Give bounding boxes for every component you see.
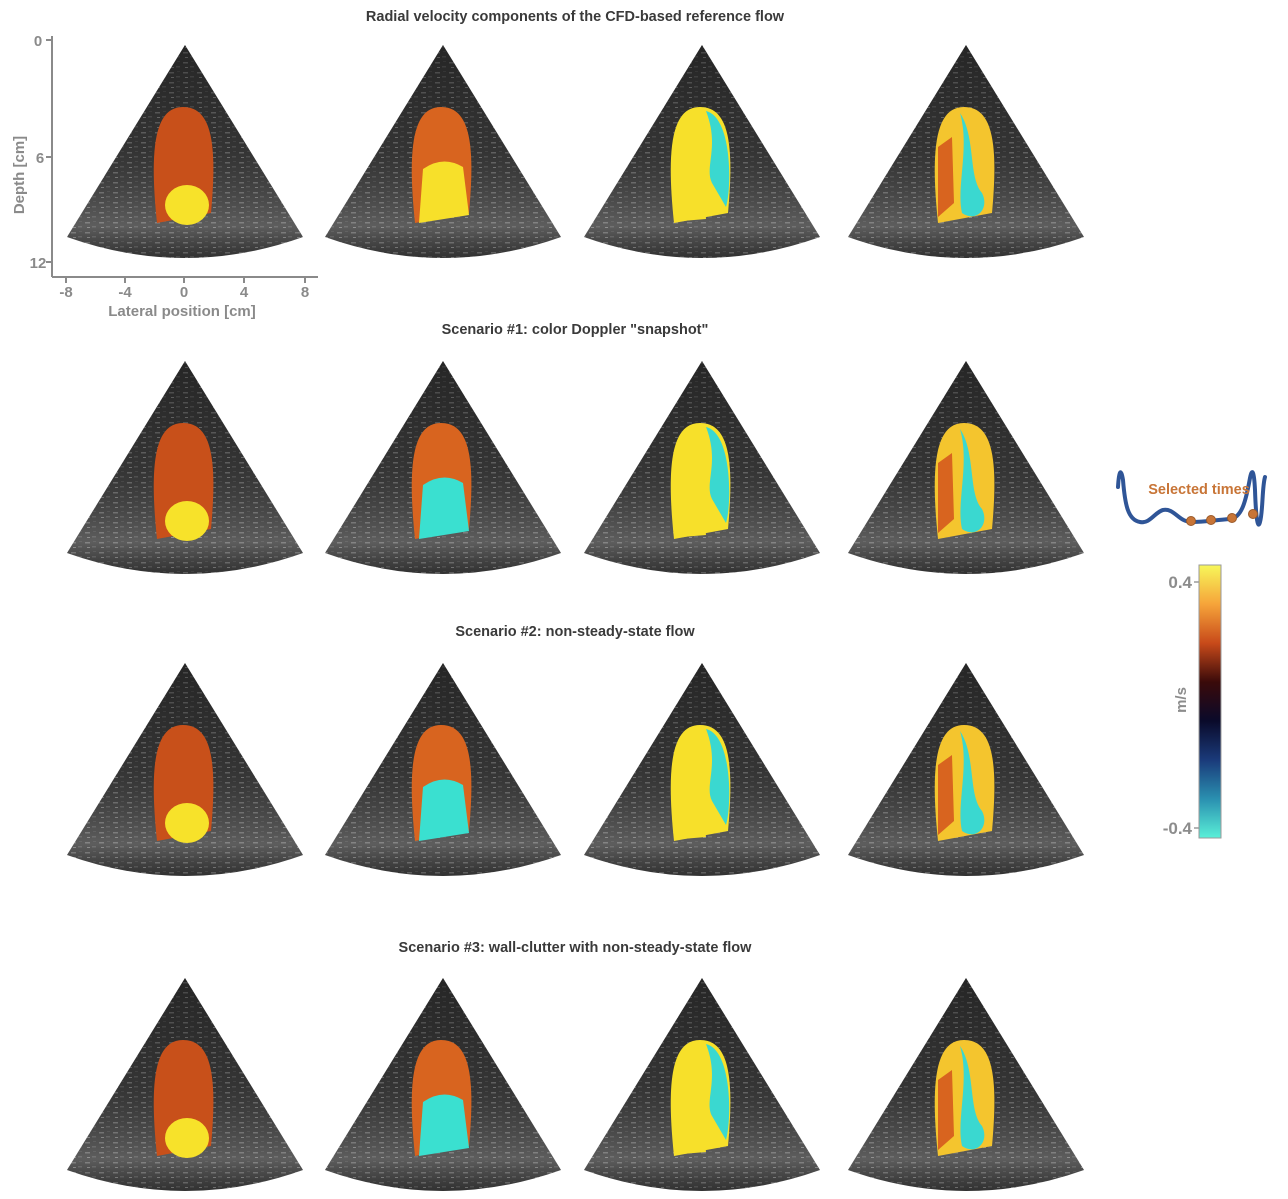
ultrasound-panel — [325, 663, 561, 876]
xtick-label: 0 — [180, 284, 188, 301]
ultrasound-panel — [848, 45, 1084, 258]
ultrasound-panel — [848, 978, 1084, 1191]
row-title-scenario-2: Scenario #2: non-steady-state flow — [455, 624, 695, 640]
xtick-label: -4 — [118, 284, 132, 301]
panel-grid — [67, 45, 1084, 1191]
flow-jet — [676, 745, 706, 839]
ultrasound-panel — [848, 361, 1084, 574]
flow-jet — [960, 429, 985, 533]
colorbar-min-label: -0.4 — [1163, 819, 1193, 838]
xtick-label: 4 — [240, 284, 249, 301]
ultrasound-panel — [67, 361, 303, 574]
flow-jet — [706, 111, 730, 207]
ultrasound-panel — [325, 45, 561, 258]
flow-jet — [165, 1118, 209, 1158]
ytick-label: 6 — [36, 150, 44, 167]
flow-jet — [429, 1110, 449, 1150]
flow-jet — [938, 453, 954, 533]
ultrasound-panel — [325, 361, 561, 574]
flow-jet — [676, 1060, 706, 1154]
ultrasound-panel — [584, 663, 820, 876]
ytick-label: 0 — [34, 33, 42, 50]
xtick-label: 8 — [301, 284, 309, 301]
depth-axis-label: Depth [cm] — [11, 136, 28, 214]
lateral-axis-label: Lateral position [cm] — [108, 303, 256, 320]
ultrasound-panel — [848, 663, 1084, 876]
ultrasound-panel — [67, 978, 303, 1191]
colorbar-unit-label: m/s — [1173, 687, 1190, 713]
row-title-scenario-1: Scenario #1: color Doppler "snapshot" — [441, 322, 709, 338]
flow-jet — [429, 493, 449, 533]
selected-times-inset: Selected times — [1116, 470, 1267, 527]
flow-jet — [706, 427, 730, 523]
ultrasound-panel — [584, 361, 820, 574]
flow-jet — [676, 443, 706, 537]
time-marker — [1248, 509, 1258, 519]
colorbar: 0.4 -0.4 m/s — [1163, 564, 1222, 839]
flow-jet — [960, 113, 985, 217]
ultrasound-panel — [584, 978, 820, 1191]
xtick-label: -8 — [59, 284, 72, 301]
time-marker — [1186, 516, 1196, 526]
ultrasound-panel — [584, 45, 820, 258]
ultrasound-panel — [325, 978, 561, 1191]
ultrasound-panel — [67, 663, 303, 876]
flow-jet — [429, 795, 449, 835]
flow-jet — [165, 803, 209, 843]
ytick-label: 12 — [30, 255, 47, 272]
flow-jet — [165, 185, 209, 225]
flow-jet — [706, 1044, 730, 1140]
selected-times-label: Selected times — [1148, 482, 1250, 498]
flow-jet — [938, 1070, 954, 1150]
colorbar-gradient-bar — [1198, 564, 1222, 839]
flow-jet — [676, 127, 706, 221]
flow-jet — [429, 177, 449, 217]
flow-jet — [960, 1046, 985, 1150]
flow-jet — [938, 755, 954, 835]
depth-axis: 0 6 12 Depth [cm] — [11, 33, 53, 277]
time-marker — [1227, 513, 1237, 523]
row-title-scenario-3: Scenario #3: wall-clutter with non-stead… — [398, 940, 752, 956]
lateral-axis: -8 -4 0 4 8 Lateral position [cm] — [52, 276, 318, 320]
colorbar-max-label: 0.4 — [1168, 573, 1192, 592]
flow-jet — [938, 137, 954, 217]
flow-jet — [165, 501, 209, 541]
flow-jet — [960, 731, 985, 835]
ultrasound-panel — [67, 45, 303, 258]
time-marker — [1206, 515, 1216, 525]
flow-jet — [706, 729, 730, 825]
row-title-reference: Radial velocity components of the CFD-ba… — [365, 9, 785, 25]
